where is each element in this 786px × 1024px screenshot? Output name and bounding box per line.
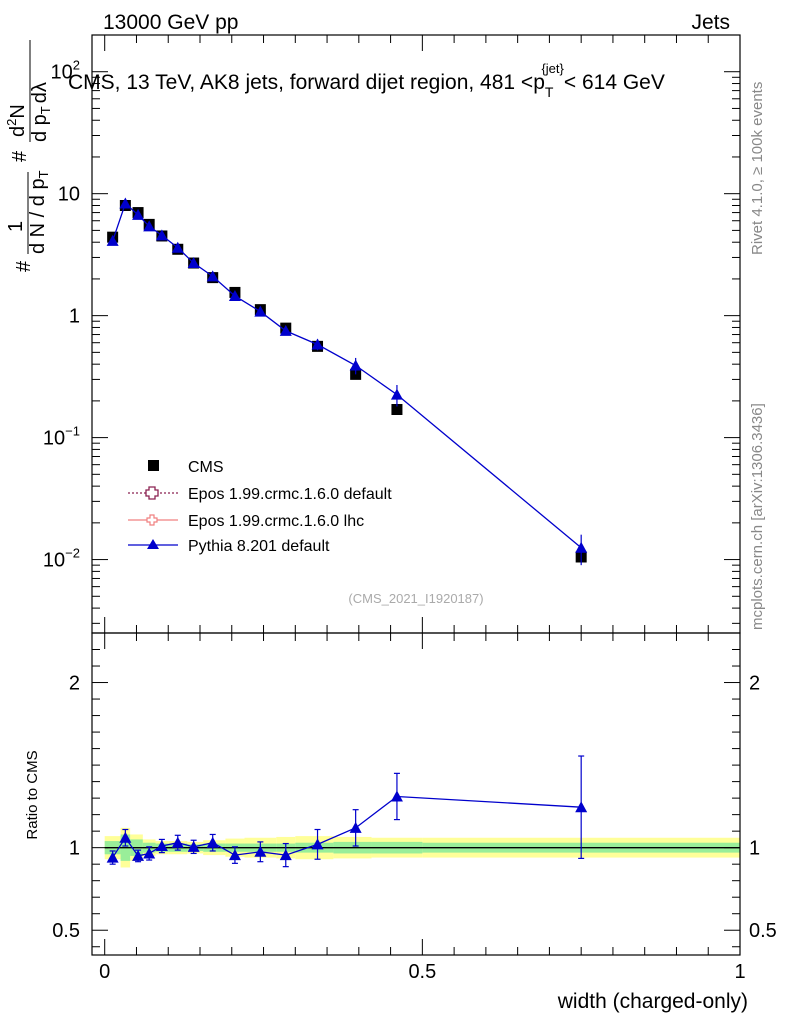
- mcplots-label: mcplots.cern.ch [arXiv:1306.3436]: [749, 403, 766, 630]
- ratio-pythia-point: [390, 790, 403, 802]
- legend-label-epos-lhc: Epos 1.99.crmc.1.6.0 lhc: [188, 513, 364, 530]
- svg-text:#: #: [9, 150, 31, 162]
- ylabel-c: d N / d p: [27, 178, 49, 254]
- legend-label-pythia: Pythia 8.201 default: [188, 538, 330, 555]
- category-label: Jets: [691, 11, 730, 34]
- rivet-label: Rivet 4.1.0, ≥ 100k events: [749, 82, 766, 255]
- ylabel-a: #: [13, 260, 35, 272]
- y-tick-base: 10: [43, 550, 65, 572]
- pythia-point: [106, 234, 119, 246]
- x-tick-label: 1: [734, 961, 745, 983]
- pythia-point: [228, 289, 241, 301]
- pythia-point: [171, 241, 184, 253]
- ratio-pythia-point: [254, 845, 267, 857]
- ratio-y-tick-label-right: 0.5: [749, 920, 777, 942]
- ratio-pythia-point: [106, 851, 119, 863]
- svg-text:1: 1: [5, 221, 27, 232]
- main-title-sub: T: [545, 84, 554, 100]
- y-tick-exp: −2: [65, 546, 80, 561]
- legend-marker-epos-lhc: [146, 514, 158, 526]
- y-tick-label: 1: [69, 306, 80, 328]
- ylabel-j: T: [38, 106, 53, 114]
- ratio-pythia-point: [349, 821, 362, 833]
- pythia-point: [254, 305, 267, 317]
- pythia-point: [390, 388, 403, 400]
- ratio-ylabel: Ratio to CMS: [24, 750, 41, 839]
- main-ylabel: # 1 d N / d pT # d2N d pTdλ: [4, 40, 53, 272]
- energy-label: 13000 GeV pp: [103, 11, 238, 34]
- ylabel-f: d: [7, 126, 29, 137]
- x-axis-label: width (charged-only): [557, 990, 748, 1013]
- ylabel-e: #: [9, 150, 31, 162]
- legend-label-epos-default: Epos 1.99.crmc.1.6.0 default: [188, 486, 392, 503]
- ratio-pythia-point: [575, 801, 588, 813]
- ratio-y-tick-label: 1: [69, 838, 80, 860]
- ratio-plot-frame: [91, 632, 741, 956]
- legend-entry-pythia: Pythia 8.201 default: [128, 538, 330, 555]
- y-tick-label: 10−2: [43, 546, 80, 572]
- legend-entry-cms: CMS: [148, 459, 224, 476]
- y-tick-exp: 2: [73, 58, 80, 73]
- y-tick-base: 10: [43, 428, 65, 450]
- ratio-y-tick-label-right: 2: [749, 673, 760, 695]
- analysis-id: (CMS_2021_I1920187): [348, 591, 483, 606]
- pythia-point: [575, 541, 588, 553]
- main-title-sup: {jet}: [541, 61, 564, 76]
- y-tick-label: 10−1: [43, 424, 80, 450]
- legend-entry-epos-default: Epos 1.99.crmc.1.6.0 default: [128, 486, 392, 503]
- main-title-text: CMS, 13 TeV, AK8 jets, forward dijet reg…: [68, 71, 545, 94]
- svg-text:d pTdλ: d pTdλ: [29, 82, 53, 142]
- ratio-pythia-point: [119, 831, 132, 843]
- legend-marker-epos-default: [145, 486, 159, 500]
- x-tick-label: 0.5: [408, 961, 436, 983]
- ratio-pythia-point: [311, 838, 324, 850]
- main-plot-area: [106, 197, 588, 566]
- legend-marker-square: [148, 460, 159, 471]
- pythia-point: [349, 359, 362, 371]
- ratio-pythia-point: [143, 847, 156, 859]
- pythia-point: [119, 197, 132, 209]
- ratio-pythia-point: [228, 849, 241, 861]
- ratio-pythia-point: [279, 849, 292, 861]
- y-tick-label: 10: [58, 184, 80, 206]
- main-title: CMS, 13 TeV, AK8 jets, forward dijet reg…: [68, 61, 665, 100]
- pythia-point: [206, 270, 219, 282]
- y-tick-base: 10: [51, 62, 73, 84]
- ylabel-g: 2: [4, 119, 19, 126]
- pythia-point: [311, 338, 324, 350]
- pythia-point: [143, 220, 156, 232]
- ylabel-h: N: [7, 104, 29, 118]
- legend: CMS Epos 1.99.crmc.1.6.0 default Epos 1.…: [128, 459, 392, 555]
- svg-text:d N / d pT: d N / d pT: [27, 170, 51, 254]
- ratio-pythia-point: [187, 840, 200, 852]
- x-tick-label: 0: [99, 961, 110, 983]
- pythia-point: [132, 208, 145, 220]
- svg-text:d2N: d2N: [4, 104, 29, 137]
- ratio-pythia-point: [155, 840, 168, 852]
- ratio-pythia-point: [132, 849, 145, 861]
- ratio-pythia-point: [206, 836, 219, 848]
- pythia-point: [155, 229, 168, 241]
- pythia-point: [279, 324, 292, 336]
- ratio-y-tick-label: 0.5: [52, 920, 80, 942]
- y-tick-label: 102: [51, 58, 80, 84]
- ratio-y-tick-label: 2: [69, 673, 80, 695]
- main-title-end: < 614 GeV: [564, 71, 665, 94]
- y-tick-exp: −1: [65, 424, 80, 439]
- ratio-plot-area: [104, 755, 740, 868]
- svg-text:#: #: [13, 260, 35, 272]
- ylabel-b: 1: [5, 221, 27, 232]
- ylabel-d: T: [36, 170, 51, 178]
- ratio-y-tick-label-right: 1: [749, 838, 760, 860]
- ylabel-i: d p: [29, 114, 51, 142]
- legend-label-cms: CMS: [188, 459, 224, 476]
- cms-point: [391, 404, 403, 416]
- ylabel-k: dλ: [29, 82, 51, 103]
- ratio-pythia-point: [171, 836, 184, 848]
- pythia-point: [187, 257, 200, 269]
- legend-marker-pythia: [147, 539, 159, 549]
- legend-entry-epos-lhc: Epos 1.99.crmc.1.6.0 lhc: [128, 513, 364, 530]
